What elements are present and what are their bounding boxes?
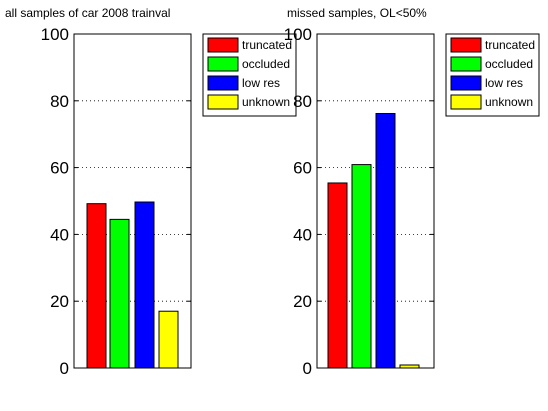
- bar-low-res: [134, 201, 155, 369]
- y-tick-label: 60: [293, 159, 312, 178]
- bar-low-res: [375, 112, 396, 369]
- legend-swatch: [450, 75, 482, 91]
- legend-swatch: [207, 37, 239, 53]
- bar-unknown: [158, 310, 179, 369]
- legend-label: low res: [485, 76, 523, 90]
- legend-swatch: [207, 75, 239, 91]
- y-tick-label: 80: [50, 92, 69, 111]
- legend: truncated occluded low res unknown: [445, 33, 540, 117]
- legend-label: low res: [242, 76, 280, 90]
- y-tick-label: 40: [293, 225, 312, 244]
- y-tick-label: 60: [50, 159, 69, 178]
- chart-missed-samples: missed samples, OL<50% 0 20 40 60 80 100 trunc…: [284, 6, 540, 378]
- legend-swatch: [450, 37, 482, 53]
- legend-swatch: [450, 94, 482, 110]
- legend-label: occluded: [242, 57, 290, 71]
- legend-swatch: [207, 94, 239, 110]
- y-tick-label: 20: [293, 292, 312, 311]
- chart-title: all samples of car 2008 trainval: [5, 6, 170, 20]
- legend-label: occluded: [485, 57, 533, 71]
- bar-truncated: [327, 182, 348, 369]
- chart-title: missed samples, OL<50%: [287, 6, 427, 20]
- y-tick-label: 80: [293, 92, 312, 111]
- legend: truncated occluded low res unknown: [202, 33, 297, 117]
- legend-swatch: [450, 56, 482, 72]
- y-tick-label: 100: [41, 25, 69, 44]
- bar-occluded: [109, 218, 130, 369]
- axes-frame: [73, 33, 192, 369]
- bar-truncated: [86, 203, 107, 369]
- y-tick-label: 100: [284, 25, 312, 44]
- legend-label: truncated: [242, 38, 292, 52]
- legend-label: unknown: [485, 95, 533, 109]
- y-tick-label: 20: [50, 292, 69, 311]
- legend-label: unknown: [242, 95, 290, 109]
- legend-label: truncated: [485, 38, 535, 52]
- y-tick-label: 0: [303, 359, 312, 378]
- bar-unknown: [399, 364, 420, 369]
- y-tick-label: 40: [50, 225, 69, 244]
- y-tick-label: 0: [60, 359, 69, 378]
- legend-swatch: [207, 56, 239, 72]
- bar-occluded: [351, 164, 372, 369]
- chart-all-samples: all samples of car 2008 trainval 0 20 40 60…: [5, 6, 297, 378]
